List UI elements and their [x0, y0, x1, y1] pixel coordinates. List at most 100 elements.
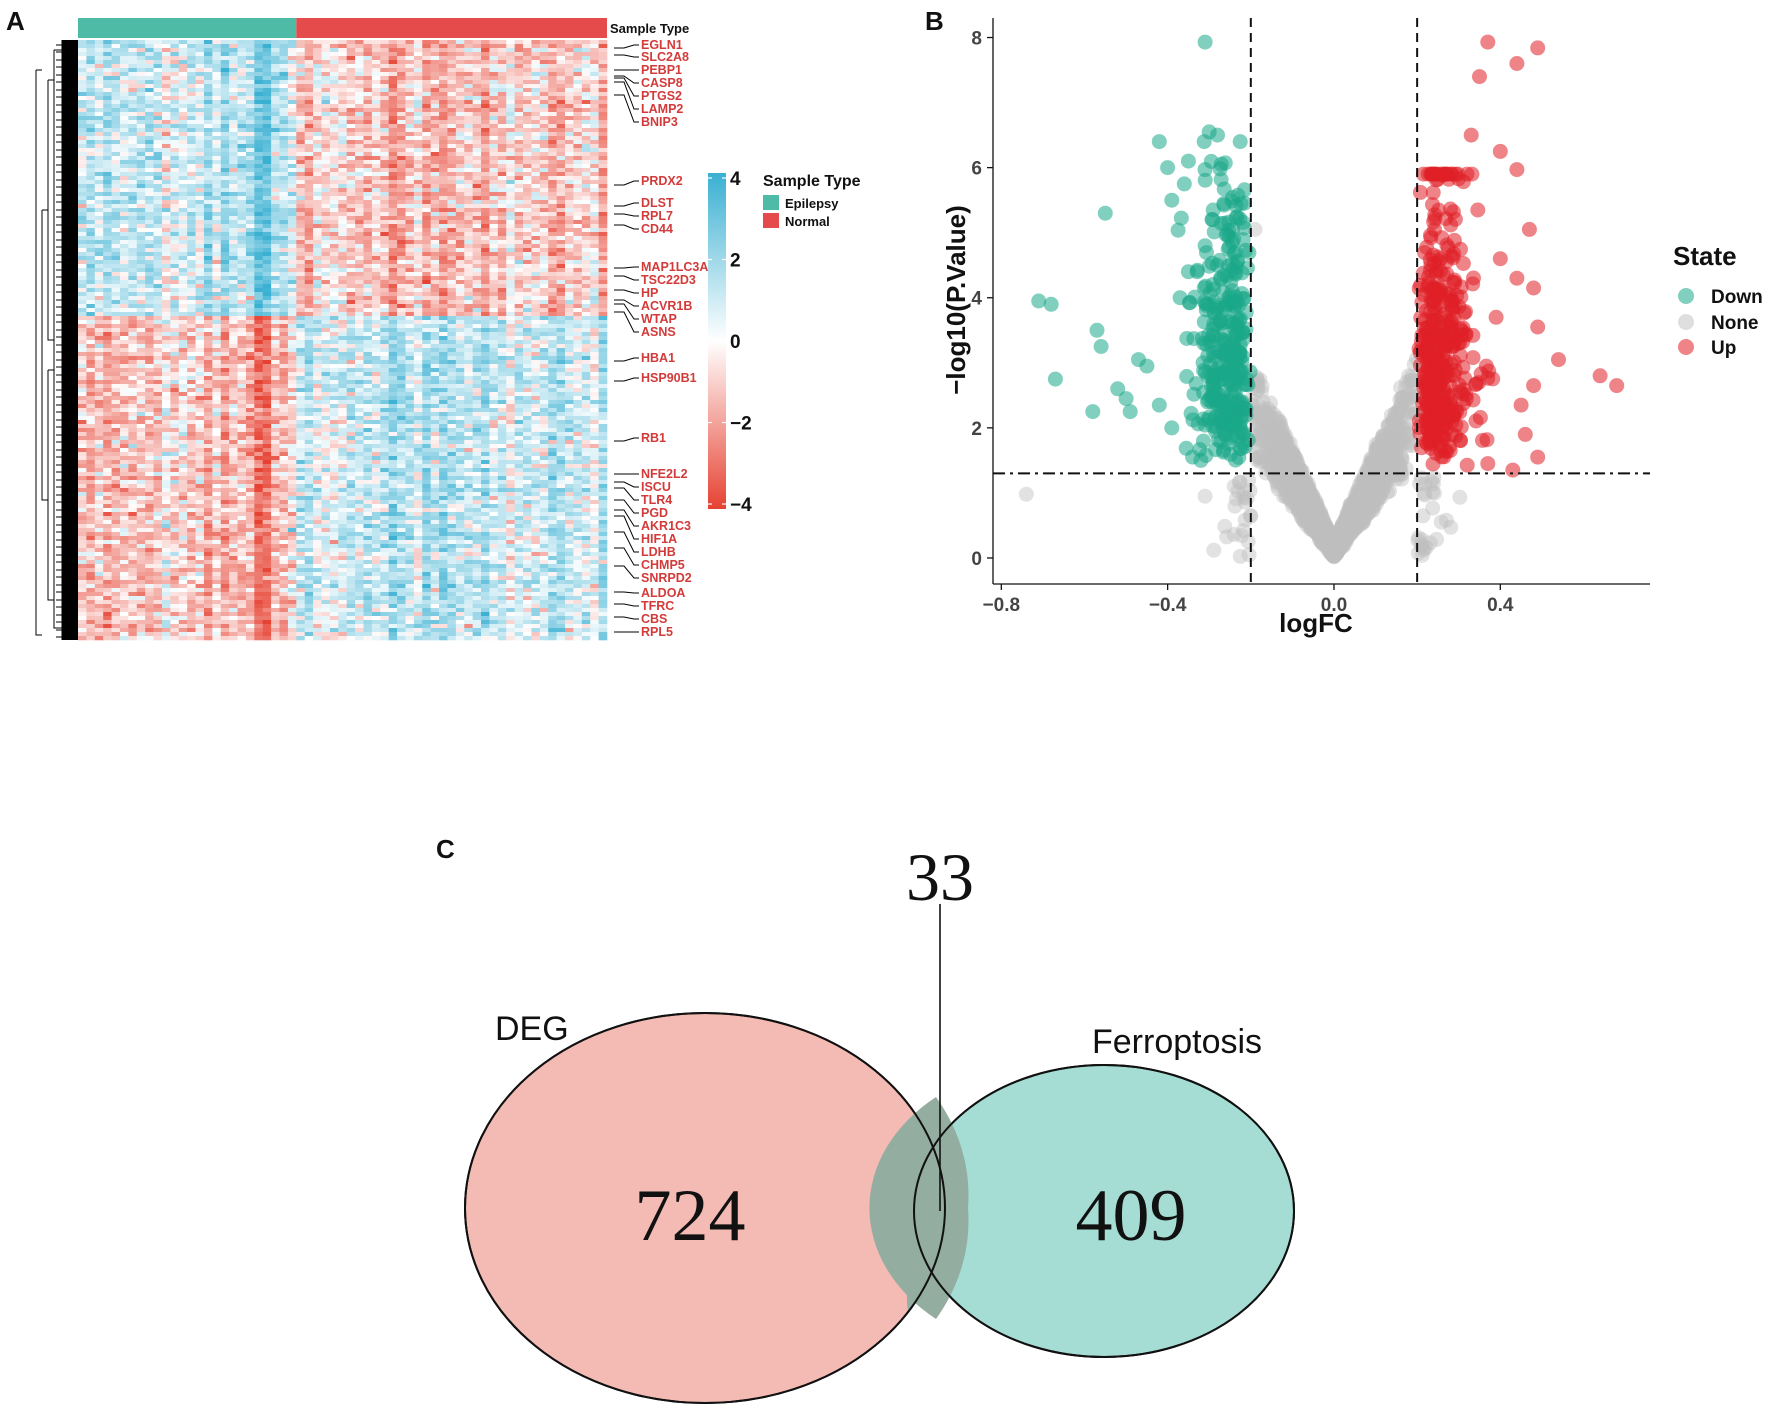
heatmap-cell [245, 260, 255, 265]
heatmap-cell [581, 120, 591, 125]
heatmap-cell [371, 344, 381, 349]
heatmap-cell [119, 128, 129, 133]
heatmap-cell [447, 248, 457, 253]
heatmap-cell [279, 224, 289, 229]
heatmap-cell [422, 232, 431, 237]
heatmap-cell [514, 160, 524, 165]
heatmap-cell [271, 296, 280, 301]
heatmap-cell [271, 200, 280, 205]
heatmap-cell [220, 68, 230, 73]
heatmap-cell [254, 96, 264, 101]
heatmap-cell [237, 196, 247, 201]
heatmap-cell [439, 108, 448, 113]
heatmap-cell [136, 168, 146, 173]
heatmap-cell [254, 124, 264, 129]
heatmap-cell [161, 144, 171, 149]
heatmap-cell [111, 260, 121, 265]
heatmap-cell [388, 172, 398, 177]
heatmap-cell [145, 228, 154, 233]
heatmap-cell [481, 156, 490, 161]
heatmap-cell [447, 164, 457, 169]
heatmap-cell [413, 260, 423, 265]
heatmap-cell [346, 52, 356, 57]
heatmap-cell [556, 204, 566, 209]
heatmap-cell [237, 284, 247, 289]
heatmap-cell [346, 324, 356, 329]
heatmap-cell [590, 180, 599, 185]
heatmap-cell [397, 124, 406, 129]
heatmap-cell [262, 52, 272, 57]
heatmap-cell [128, 328, 138, 333]
heatmap-cell [565, 44, 574, 49]
heatmap-cell [422, 308, 431, 313]
heatmap-cell [178, 164, 188, 169]
heatmap-cell [170, 184, 180, 189]
heatmap-cell [405, 72, 415, 77]
heatmap-cell [472, 212, 482, 217]
heatmap-cell [153, 180, 163, 185]
heatmap-cell [119, 132, 129, 137]
heatmap-cell [573, 340, 583, 345]
heatmap-cell [103, 284, 112, 289]
heatmap-cell [313, 236, 322, 241]
heatmap-cell [178, 136, 188, 141]
heatmap-cell [313, 312, 322, 317]
heatmap-cell [338, 152, 347, 157]
heatmap-cell [590, 100, 599, 105]
heatmap-cell [136, 324, 146, 329]
heatmap-cell [497, 344, 507, 349]
heatmap-cell [514, 200, 524, 205]
heatmap-cell [565, 176, 574, 181]
heatmap-cell [145, 112, 154, 117]
heatmap-cell [497, 40, 507, 45]
heatmap-cell [119, 280, 129, 285]
heatmap-cell [447, 80, 457, 85]
heatmap-cell [262, 128, 272, 133]
heatmap-cell [229, 128, 238, 133]
heatmap-cell [178, 184, 188, 189]
heatmap-cell [565, 332, 574, 337]
heatmap-cell [380, 120, 389, 125]
heatmap-cell [304, 192, 314, 197]
heatmap-cell [128, 284, 138, 289]
heatmap-cell [170, 224, 180, 229]
heatmap-cell [161, 304, 171, 309]
heatmap-cell [254, 236, 264, 241]
heatmap-cell [565, 152, 574, 157]
heatmap-cell [556, 268, 566, 273]
heatmap-cell [371, 76, 381, 81]
heatmap-cell [405, 312, 415, 317]
heatmap-cell [489, 116, 499, 121]
heatmap-cell [237, 308, 247, 313]
heatmap-cell [262, 64, 272, 69]
heatmap-cell [212, 316, 222, 321]
heatmap-cell [455, 296, 465, 301]
heatmap-cell [397, 252, 406, 257]
heatmap-cell [556, 156, 566, 161]
heatmap-cell [287, 276, 297, 281]
heatmap-cell [237, 344, 247, 349]
heatmap-cell [472, 120, 482, 125]
heatmap-cell [304, 92, 314, 97]
heatmap-cell [489, 128, 499, 133]
heatmap-cell [565, 112, 574, 117]
heatmap-cell [556, 64, 566, 69]
heatmap-cell [531, 248, 541, 253]
heatmap-cell [245, 248, 255, 253]
heatmap-cell [346, 352, 356, 357]
heatmap-cell [380, 192, 389, 197]
heatmap-cell [296, 288, 306, 293]
heatmap-cell [355, 176, 364, 181]
heatmap-cell [237, 272, 247, 277]
heatmap-cell [161, 216, 171, 221]
heatmap-cell [455, 188, 465, 193]
heatmap-cell [506, 120, 515, 125]
heatmap-cell [397, 324, 406, 329]
heatmap-cell [271, 280, 280, 285]
heatmap-cell [497, 72, 507, 77]
heatmap-cell [119, 176, 129, 181]
heatmap-cell [556, 292, 566, 297]
heatmap-cell [153, 96, 163, 101]
heatmap-cell [271, 320, 280, 325]
heatmap-cell [506, 80, 515, 85]
